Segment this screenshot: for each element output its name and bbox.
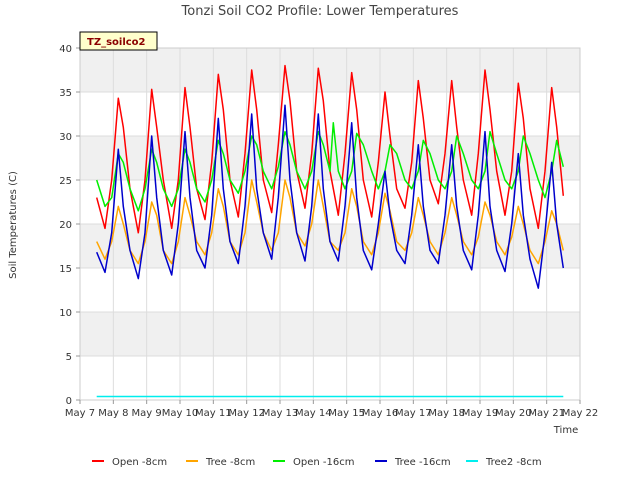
y-tick-label: 20 xyxy=(59,220,72,231)
y-tick-label: 10 xyxy=(59,308,72,319)
x-tick-label: May 12 xyxy=(228,408,265,419)
y-axis: 0 5 10 15 20 25 30 35 40 xyxy=(59,44,80,407)
x-tick-label: May 18 xyxy=(428,408,465,419)
x-tick-label: May 15 xyxy=(328,408,365,419)
legend-label: Tree -8cm xyxy=(205,457,255,468)
x-tick-label: May 19 xyxy=(462,408,499,419)
chart-title: Tonzi Soil CO2 Profile: Lower Temperatur… xyxy=(181,4,459,19)
plot-band xyxy=(80,312,580,356)
y-axis-label: Soil Temperatures (C) xyxy=(8,171,19,279)
legend-label: Tree2 -8cm xyxy=(485,457,542,468)
badge-box xyxy=(79,31,158,51)
x-tick-label: May 9 xyxy=(132,408,162,419)
x-tick-label: May 14 xyxy=(295,408,332,419)
x-tick-label: May 10 xyxy=(162,408,199,419)
legend: Open -8cm Tree -8cm Open -16cm Tree -16cm Tr… xyxy=(92,457,542,468)
y-tick-label: 15 xyxy=(59,264,72,275)
x-tick-label: May 21 xyxy=(528,408,565,419)
series-line-2 xyxy=(95,122,565,212)
x-tick-label: May 22 xyxy=(562,408,599,419)
plot-band xyxy=(80,48,580,92)
x-tick-label: May 11 xyxy=(195,408,232,419)
y-tick-label: 30 xyxy=(59,132,72,143)
badge-text: TZ_soilco2 xyxy=(87,37,146,48)
series-line-3 xyxy=(96,104,565,289)
x-tick-label: May 17 xyxy=(395,408,432,419)
y-tick-label: 25 xyxy=(59,176,72,187)
x-axis-label: Time xyxy=(553,425,578,436)
x-tick-label: May 16 xyxy=(362,408,399,419)
x-tick-label: May 7 xyxy=(65,408,95,419)
legend-label: Tree -16cm xyxy=(394,457,451,468)
legend-label: Open -16cm xyxy=(293,457,354,468)
y-tick-label: 5 xyxy=(66,352,72,363)
y-tick-label: 35 xyxy=(59,88,72,99)
x-tick-label: May 8 xyxy=(98,408,128,419)
series-layer xyxy=(95,64,565,398)
x-tick-label: May 13 xyxy=(262,408,299,419)
x-tick-label: May 20 xyxy=(495,408,532,419)
badge: TZ_soilco2 xyxy=(79,31,158,51)
y-tick-label: 40 xyxy=(59,44,72,55)
plot-band xyxy=(80,224,580,268)
y-tick-label: 0 xyxy=(66,396,72,407)
legend-label: Open -8cm xyxy=(112,457,167,468)
